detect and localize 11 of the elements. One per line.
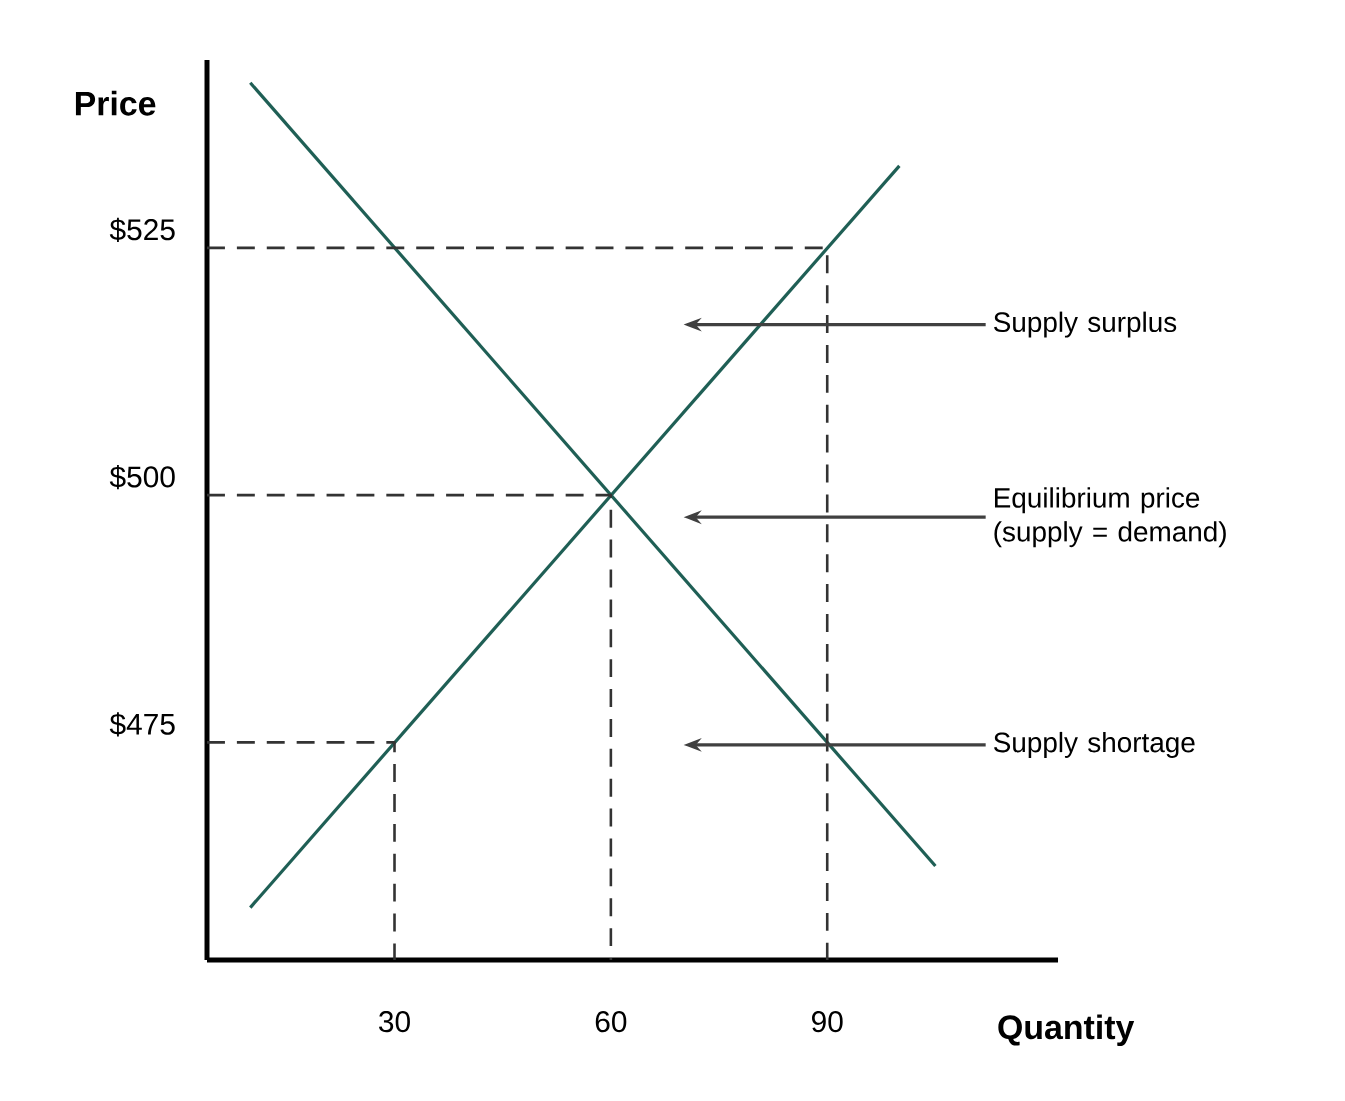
annotation: Supply surplus — [993, 311, 1177, 338]
annotation: Supply shortage — [993, 731, 1195, 758]
y-tick-label: $525 — [109, 217, 175, 242]
y-tick-label: $500 — [109, 465, 175, 490]
y-axis-title: Price — [75, 90, 156, 116]
x-tick-label: 30 — [379, 1011, 410, 1033]
y-tick-label: $475 — [109, 712, 175, 737]
x-tick-label: 60 — [595, 1011, 627, 1033]
x-tick-label: 90 — [812, 1011, 843, 1033]
annotation: Equilibrium price (supply = demand) — [994, 487, 1226, 548]
x-axis-title: Quantity — [998, 1014, 1135, 1046]
